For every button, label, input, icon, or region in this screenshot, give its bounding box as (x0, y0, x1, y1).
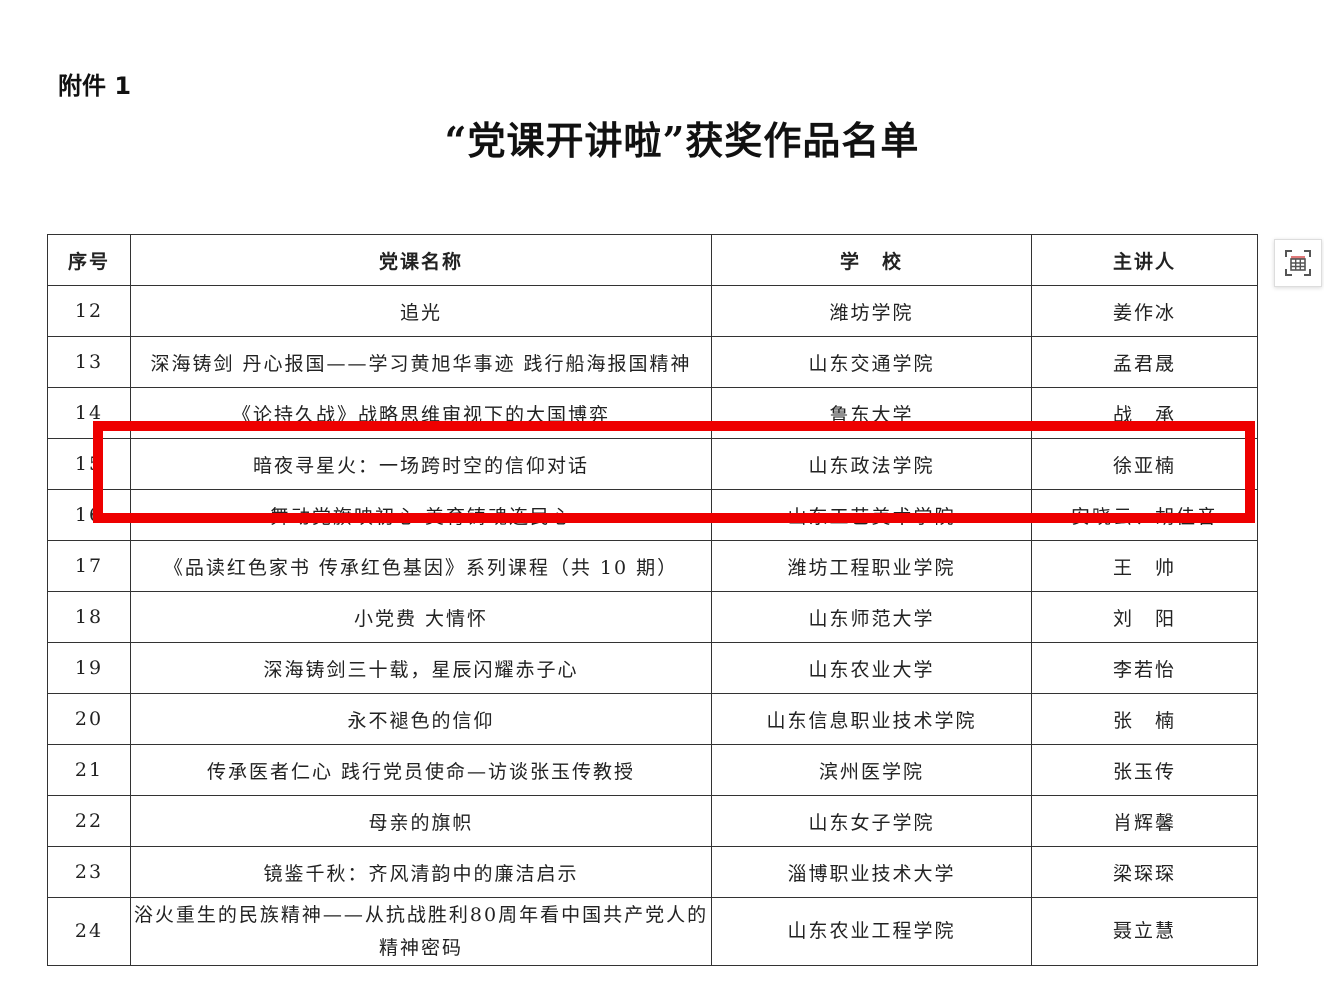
course-name: 传承医者仁心 践行党员使命—访谈张玉传教授 (130, 744, 712, 796)
course-name: 镜鉴千秋：齐风清韵中的廉洁启示 (130, 846, 712, 898)
school: 山东交通学院 (711, 336, 1032, 388)
course-name: 《品读红色家书 传承红色基因》系列课程（共 10 期） (130, 540, 712, 592)
row-index: 24 (47, 897, 131, 966)
row-index: 18 (47, 591, 131, 643)
table-row: 17 《品读红色家书 传承红色基因》系列课程（共 10 期） 潍坊工程职业学院王 帅 (47, 540, 1258, 592)
course-name: 小党费 大情怀 (130, 591, 712, 643)
page-title: “党课开讲啦”获奖作品名单 (444, 118, 920, 163)
school: 山东农业工程学院 (711, 897, 1032, 966)
course-name: 永不褪色的信仰 (130, 693, 712, 745)
row-index: 22 (47, 795, 131, 847)
award-table: 序号 党课名称 学 校 主讲人 12 追光 潍坊学院 姜作冰 13 深海铸剑 丹心报国——… (47, 234, 1258, 966)
table-row: 15 暗夜寻星火：一场跨时空的信仰对话 山东政法学院 徐亚楠 (47, 438, 1258, 490)
row-index: 13 (47, 336, 131, 388)
row-index: 17 (47, 540, 131, 592)
table-row: 24 浴火重生的民族精神——从抗战胜利80周年看中国共产党人的精神密码 山东农业工程… (47, 897, 1258, 966)
table-row: 21 传承医者仁心 践行党员使命—访谈张玉传教授 滨州医学院 张玉传 (47, 744, 1258, 796)
course-name: 深海铸剑三十载，星辰闪耀赤子心 (130, 642, 712, 694)
row-index: 20 (47, 693, 131, 745)
presenter: 张 楠 (1031, 693, 1258, 745)
course-name: 暗夜寻星火：一场跨时空的信仰对话 (130, 438, 712, 490)
course-name: 母亲的旗帜 (130, 795, 712, 847)
school: 滨州医学院 (711, 744, 1032, 796)
table-row: 22 母亲的旗帜 山东女子学院 肖辉馨 (47, 795, 1258, 847)
course-name: 深海铸剑 丹心报国——学习黄旭华事迹 践行船海报国精神 (130, 336, 712, 388)
presenter: 安晓云、胡佳音 (1031, 489, 1258, 541)
row-index: 19 (47, 642, 131, 694)
course-name: 舞动党旗映初心 美育铸魂连民心 (130, 489, 712, 541)
table-row: 20 永不褪色的信仰 山东信息职业技术学院张 楠 (47, 693, 1258, 745)
school: 山东师范大学 (711, 591, 1032, 643)
school: 山东工艺美术学院 (711, 489, 1032, 541)
table-row: 13 深海铸剑 丹心报国——学习黄旭华事迹 践行船海报国精神 山东交通学院 孟君晟 (47, 336, 1258, 388)
school: 潍坊工程职业学院 (711, 540, 1032, 592)
presenter: 刘 阳 (1031, 591, 1258, 643)
table-row: 14 《论持久战》战略思维审视下的大国博弈 鲁东大学战 承 (47, 387, 1258, 439)
course-name: 追光 (130, 285, 712, 337)
school: 鲁东大学 (711, 387, 1032, 439)
presenter: 王 帅 (1031, 540, 1258, 592)
table-row: 18 小党费 大情怀 山东师范大学刘 阳 (47, 591, 1258, 643)
table-row: 16 舞动党旗映初心 美育铸魂连民心 山东工艺美术学院 安晓云、胡佳音 (47, 489, 1258, 541)
row-index: 21 (47, 744, 131, 796)
table-fullscreen-icon (1285, 250, 1311, 276)
school: 山东农业大学 (711, 642, 1032, 694)
row-index: 14 (47, 387, 131, 439)
course-name: 浴火重生的民族精神——从抗战胜利80周年看中国共产党人的精神密码 (130, 897, 712, 966)
presenter: 徐亚楠 (1031, 438, 1258, 490)
presenter: 梁琛琛 (1031, 846, 1258, 898)
table-row: 12 追光 潍坊学院 姜作冰 (47, 285, 1258, 337)
row-index: 16 (47, 489, 131, 541)
attachment-label: 附件 1 (58, 72, 132, 100)
header-index: 序号 (47, 234, 131, 286)
presenter: 姜作冰 (1031, 285, 1258, 337)
presenter: 聂立慧 (1031, 897, 1258, 966)
school: 淄博职业技术大学 (711, 846, 1032, 898)
header-school: 学 校 (711, 234, 1032, 286)
presenter: 孟君晟 (1031, 336, 1258, 388)
header-presenter: 主讲人 (1031, 234, 1258, 286)
row-index: 15 (47, 438, 131, 490)
table-header-row: 序号 党课名称 学 校 主讲人 (47, 234, 1258, 286)
row-index: 12 (47, 285, 131, 337)
row-index: 23 (47, 846, 131, 898)
table-row: 19 深海铸剑三十载，星辰闪耀赤子心 山东农业大学 李若怡 (47, 642, 1258, 694)
school: 山东女子学院 (711, 795, 1032, 847)
presenter: 张玉传 (1031, 744, 1258, 796)
school: 潍坊学院 (711, 285, 1032, 337)
presenter: 李若怡 (1031, 642, 1258, 694)
school: 山东政法学院 (711, 438, 1032, 490)
course-name: 《论持久战》战略思维审视下的大国博弈 (130, 387, 712, 439)
school: 山东信息职业技术学院 (711, 693, 1032, 745)
presenter: 肖辉馨 (1031, 795, 1258, 847)
presenter: 战 承 (1031, 387, 1258, 439)
header-course-name: 党课名称 (130, 234, 712, 286)
table-row: 23 镜鉴千秋：齐风清韵中的廉洁启示 淄博职业技术大学 梁琛琛 (47, 846, 1258, 898)
table-fullscreen-button[interactable] (1274, 239, 1322, 287)
